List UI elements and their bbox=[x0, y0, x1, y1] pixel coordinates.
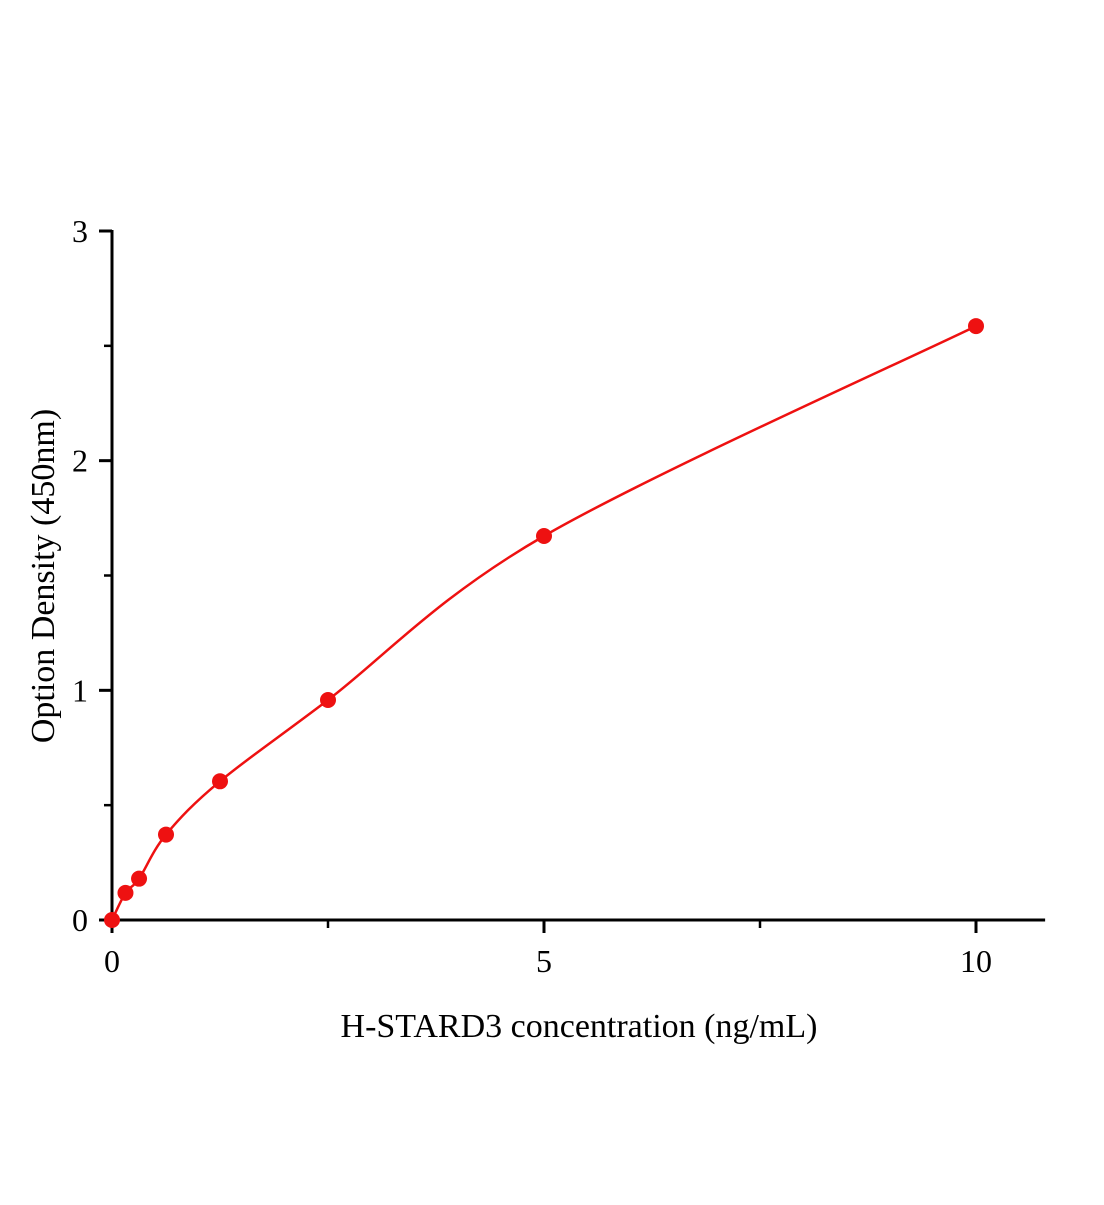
data-point bbox=[158, 826, 174, 843]
data-point bbox=[104, 912, 120, 928]
fit-curve bbox=[110, 324, 977, 921]
axes bbox=[110, 230, 1046, 922]
ticks: 0 5 10 0 1 2 3 bbox=[72, 213, 992, 979]
data-point bbox=[320, 691, 336, 708]
x-tick-label: 0 bbox=[104, 943, 120, 979]
data-point bbox=[536, 527, 552, 544]
y-tick-label: 1 bbox=[72, 672, 88, 708]
y-tick-label: 2 bbox=[72, 443, 88, 479]
y-tick-label: 3 bbox=[72, 213, 88, 249]
data-point bbox=[968, 318, 984, 335]
data-point bbox=[131, 870, 148, 887]
data-point bbox=[212, 773, 228, 790]
data-point bbox=[117, 884, 134, 901]
y-tick-label: 0 bbox=[72, 902, 88, 938]
x-axis-label: H-STARD3 concentration (ng/mL) bbox=[341, 1008, 818, 1045]
x-tick-label: 5 bbox=[536, 943, 552, 979]
y-axis-label: Option Density (450nm) bbox=[25, 409, 62, 743]
data-points bbox=[104, 318, 984, 928]
x-tick-label: 10 bbox=[960, 943, 992, 979]
